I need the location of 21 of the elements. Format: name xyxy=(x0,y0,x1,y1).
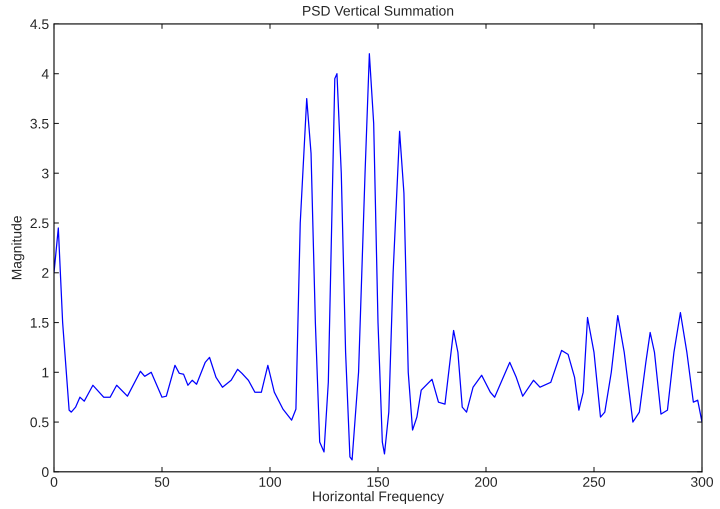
line-series xyxy=(54,53,702,461)
y-tick-label: 2 xyxy=(42,268,48,278)
x-axis-title: Horizontal Frequency xyxy=(313,491,444,504)
x-tick-label: 300 xyxy=(690,477,714,487)
y-tick-label: 2.5 xyxy=(30,218,49,228)
chart-title: PSD Vertical Summation xyxy=(303,6,454,16)
x-tick-label: 250 xyxy=(583,477,606,487)
y-tick-label: 4 xyxy=(42,69,49,79)
y-tick-label: 0.5 xyxy=(30,417,49,428)
y-tick-label: 3 xyxy=(42,168,49,178)
y-tick-label: 3.5 xyxy=(30,118,49,129)
x-tick-label: 50 xyxy=(154,477,170,487)
x-tick-label: 150 xyxy=(367,477,390,487)
y-tick-label: 4.5 xyxy=(30,19,49,30)
x-tick-label: 0 xyxy=(50,477,58,487)
y-axis-title: Magnitude xyxy=(11,216,24,280)
x-tick-label: 200 xyxy=(475,477,498,487)
y-tick-label: 0 xyxy=(42,467,49,478)
y-tick-label: 1.5 xyxy=(30,318,49,328)
x-tick-label: 100 xyxy=(259,477,282,487)
y-tick-label: 1 xyxy=(42,368,48,378)
